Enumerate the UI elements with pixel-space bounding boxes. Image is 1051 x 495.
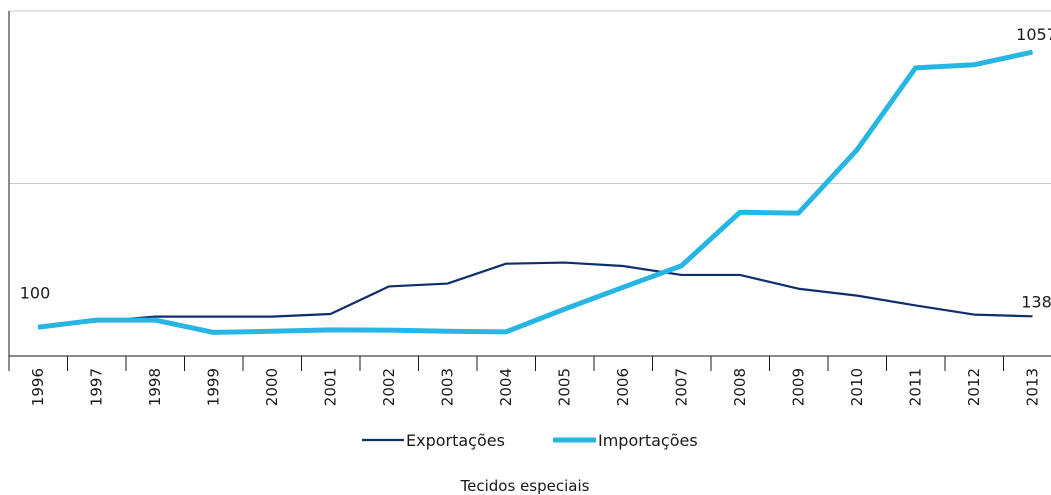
x-tick-label-1999: 1999 [205, 368, 223, 406]
data-label-importacoes-2013: 1057 [1016, 25, 1051, 44]
x-tick-label-2000: 2000 [263, 368, 281, 406]
x-tick-label-2005: 2005 [556, 368, 574, 406]
x-tick-label-2007: 2007 [673, 368, 691, 406]
x-tick-label-2013: 2013 [1024, 368, 1042, 406]
x-tick-label-2011: 2011 [907, 368, 925, 406]
chart-caption: Tecidos especiais [460, 477, 590, 495]
x-tick-label-2010: 2010 [848, 368, 866, 406]
x-tick-label-2004: 2004 [497, 368, 515, 406]
legend: Exportações Importações [362, 431, 698, 450]
data-label-exportacoes-1996: 100 [20, 283, 51, 302]
gridlines [9, 10, 1051, 184]
data-labels: 100 138 1057 [20, 25, 1051, 311]
series-lines [37, 49, 1034, 335]
x-tick-label-2002: 2002 [380, 368, 398, 406]
x-tick-label-2006: 2006 [614, 368, 632, 406]
legend-label-importacoes: Importações [598, 431, 698, 450]
x-tick-label-2003: 2003 [439, 368, 457, 406]
x-tick-label-2012: 2012 [965, 368, 983, 406]
x-tick-label-2009: 2009 [790, 368, 808, 406]
series-line-exportacoes [37, 261, 1033, 329]
data-label-exportacoes-2013: 138 [1021, 292, 1051, 311]
axes: 1996 1997 1998 1999 2000 2001 2002 2003 2004 2005… [8, 11, 1051, 406]
x-tick-label-2008: 2008 [731, 368, 749, 406]
legend-label-exportacoes: Exportações [406, 431, 505, 450]
x-tick-label-1998: 1998 [146, 368, 164, 406]
x-tick-label-1997: 1997 [88, 368, 106, 406]
series-line-importacoes [37, 49, 1034, 335]
x-tick-label-2001: 2001 [322, 368, 340, 406]
x-tick-label-1996: 1996 [29, 368, 47, 406]
